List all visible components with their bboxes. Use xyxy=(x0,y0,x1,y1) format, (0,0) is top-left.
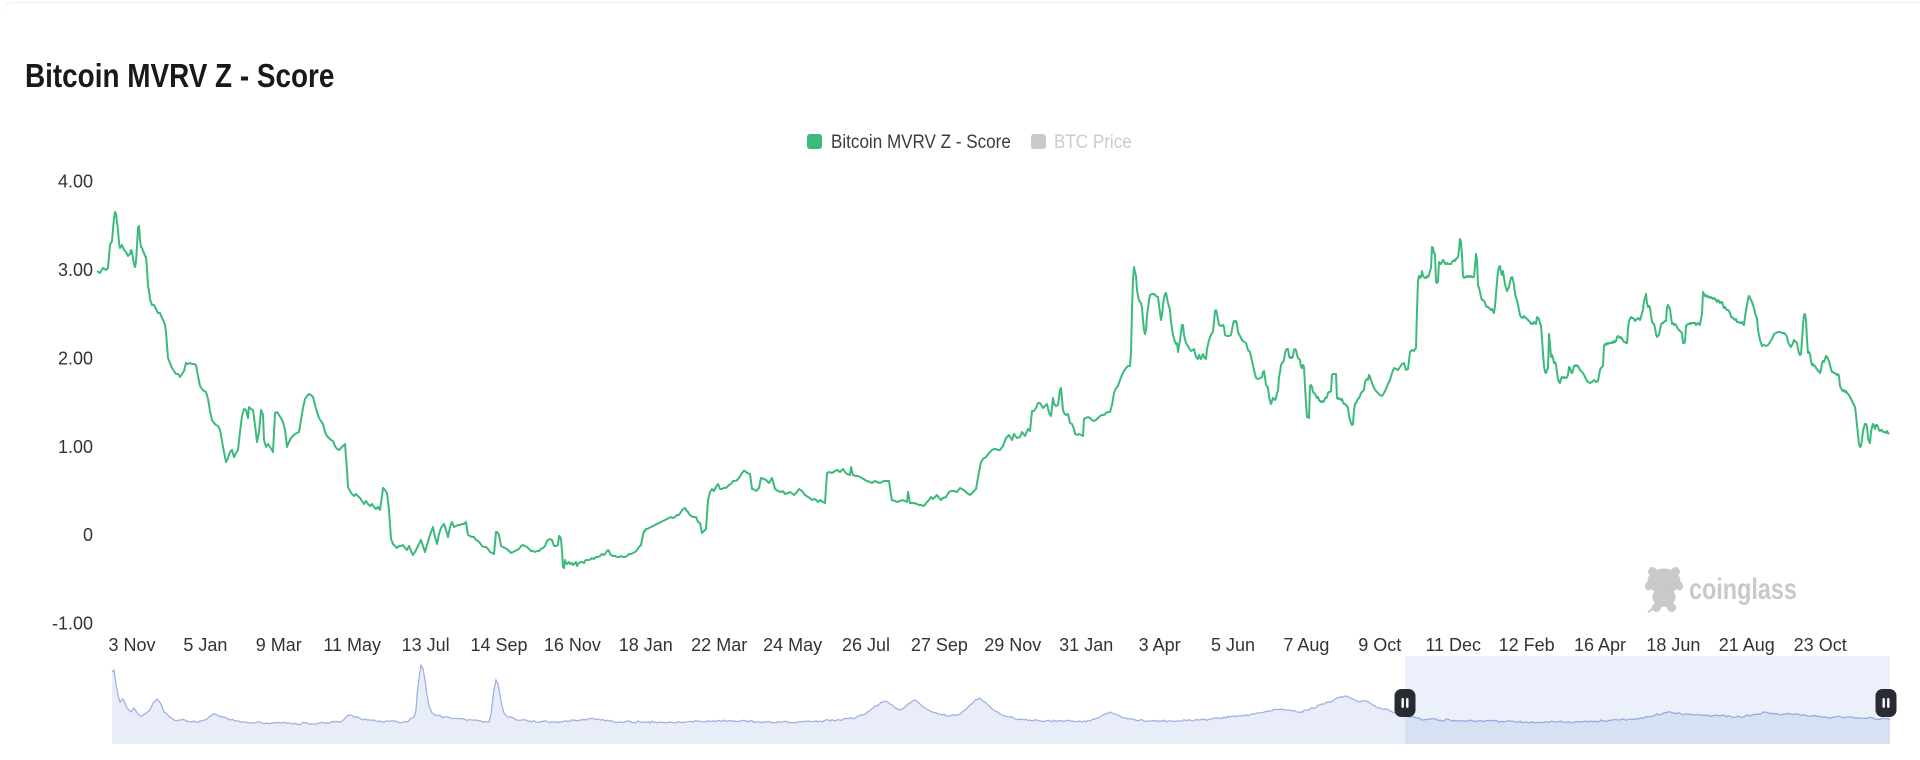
svg-text:26 Jul: 26 Jul xyxy=(842,635,890,655)
svg-text:31 Jan: 31 Jan xyxy=(1059,635,1113,655)
svg-text:9 Oct: 9 Oct xyxy=(1358,635,1401,655)
svg-text:0: 0 xyxy=(83,525,93,545)
svg-text:1.00: 1.00 xyxy=(58,437,93,457)
svg-text:18 Jan: 18 Jan xyxy=(619,635,673,655)
svg-text:12 Feb: 12 Feb xyxy=(1499,635,1555,655)
svg-text:4.00: 4.00 xyxy=(58,172,93,192)
svg-text:11 May: 11 May xyxy=(323,635,381,655)
svg-text:16 Nov: 16 Nov xyxy=(544,635,601,655)
svg-text:coinglass: coinglass xyxy=(1689,572,1797,605)
svg-text:5 Jan: 5 Jan xyxy=(183,635,227,655)
svg-text:3 Nov: 3 Nov xyxy=(108,635,155,655)
svg-text:16 Apr: 16 Apr xyxy=(1574,635,1626,655)
svg-text:27 Sep: 27 Sep xyxy=(911,635,968,655)
svg-text:22 Mar: 22 Mar xyxy=(691,635,747,655)
svg-text:23 Oct: 23 Oct xyxy=(1794,635,1847,655)
svg-text:3.00: 3.00 xyxy=(58,260,93,280)
svg-text:14 Sep: 14 Sep xyxy=(470,635,527,655)
svg-text:18 Jun: 18 Jun xyxy=(1646,635,1700,655)
svg-text:2.00: 2.00 xyxy=(58,349,93,369)
svg-text:3 Apr: 3 Apr xyxy=(1139,635,1181,655)
svg-text:13 Jul: 13 Jul xyxy=(402,635,450,655)
svg-text:11 Dec: 11 Dec xyxy=(1425,635,1481,655)
svg-text:5 Jun: 5 Jun xyxy=(1211,635,1255,655)
svg-text:-1.00: -1.00 xyxy=(52,614,93,634)
svg-text:7 Aug: 7 Aug xyxy=(1283,635,1329,655)
svg-text:21 Aug: 21 Aug xyxy=(1719,635,1775,655)
svg-text:24 May: 24 May xyxy=(763,635,822,655)
svg-text:29 Nov: 29 Nov xyxy=(984,635,1041,655)
svg-text:9 Mar: 9 Mar xyxy=(256,635,302,655)
